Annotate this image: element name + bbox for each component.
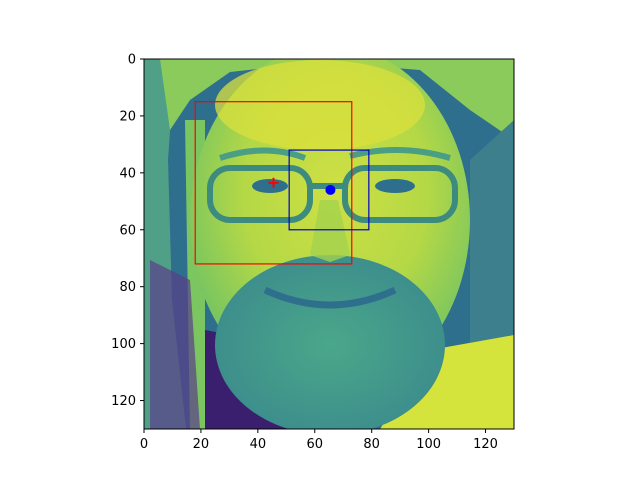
x-tick-label: 120	[473, 437, 498, 452]
bounding-box-1	[194, 101, 353, 265]
y-tick-label: 100	[111, 337, 136, 352]
x-tick-label: 40	[250, 437, 267, 452]
marker-plus-1	[268, 177, 279, 188]
x-axis: 0 20 40 60 80 100 120	[140, 429, 498, 452]
bounding-box-2	[288, 149, 370, 231]
x-tick-label: 100	[416, 437, 441, 452]
x-tick-label: 0	[140, 437, 148, 452]
y-tick-label: 20	[119, 109, 136, 124]
x-tick-label: 80	[363, 437, 380, 452]
x-tick-label: 60	[306, 437, 323, 452]
axes-frame	[143, 58, 515, 430]
y-tick-label: 60	[119, 223, 136, 238]
y-tick-label: 40	[119, 166, 136, 181]
annotation-overlay	[194, 101, 370, 265]
marker-dot-2	[325, 184, 336, 195]
face-image	[144, 59, 514, 429]
y-tick-label: 0	[128, 53, 136, 68]
x-tick-label: 20	[193, 437, 210, 452]
y-tick-label: 120	[111, 394, 136, 409]
y-axis: 0 20 40 60 80 100 120	[111, 53, 144, 409]
y-tick-label: 80	[119, 280, 136, 295]
